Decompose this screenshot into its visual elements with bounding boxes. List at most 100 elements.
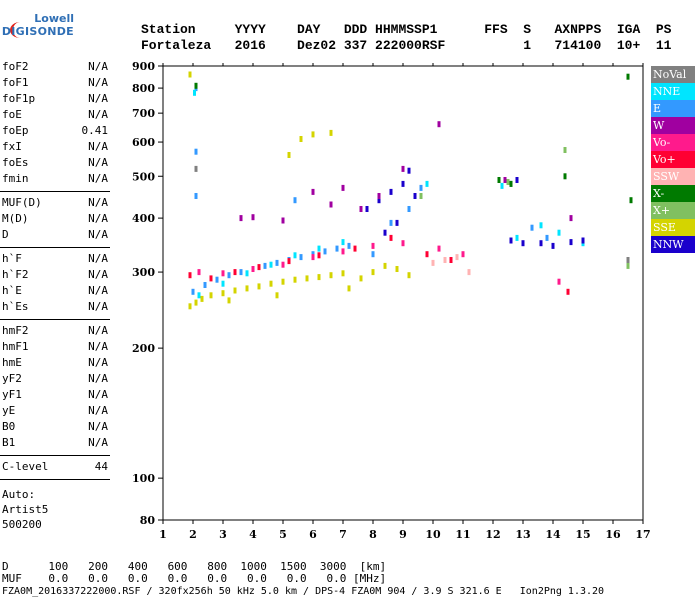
data-point	[335, 245, 339, 252]
series-x	[419, 147, 630, 269]
legend-item-vo: Vo-	[651, 134, 695, 151]
data-point	[407, 272, 411, 279]
panel-separator	[0, 247, 110, 248]
data-point	[188, 71, 192, 78]
param-name: foF1p	[2, 92, 36, 105]
param-name: yF2	[2, 372, 22, 385]
param-row-hmf2: hmF2 N/A	[2, 324, 108, 340]
data-point	[305, 275, 309, 282]
data-point	[329, 129, 333, 136]
param-name: D	[2, 228, 9, 241]
x-tick-label: 4	[249, 528, 257, 541]
data-point	[557, 278, 561, 285]
header-label-text: Station YYYY DAY DDD HHMMSSP1 FFS S AXNP…	[141, 22, 672, 37]
x-tick-label: 2	[189, 528, 197, 541]
data-point	[341, 248, 345, 255]
data-point	[500, 182, 504, 189]
data-point	[455, 254, 459, 261]
x-tick-label: 17	[635, 528, 650, 541]
data-point	[563, 173, 567, 180]
data-point	[425, 251, 429, 258]
x-tick-label: 12	[485, 528, 500, 541]
footer-distance-row: D 100 200 400 600 800 1000 1500 3000 [km…	[2, 560, 386, 573]
data-point	[341, 239, 345, 246]
series-sse	[188, 71, 411, 310]
data-point	[581, 237, 585, 244]
data-point	[281, 278, 285, 285]
data-point	[383, 262, 387, 269]
footer-distance-text: D 100 200 400 600 800 1000 1500 3000 [km…	[2, 560, 387, 573]
param-value: N/A	[88, 140, 108, 153]
x-tick-label: 11	[455, 528, 470, 541]
data-point	[539, 222, 543, 229]
data-point	[311, 131, 315, 138]
param-row-he: h`E N/A	[2, 284, 108, 300]
data-point	[233, 287, 237, 294]
data-point	[245, 285, 249, 292]
data-point	[359, 206, 363, 212]
y-tick-label: 200	[132, 342, 155, 355]
data-point	[407, 206, 411, 212]
data-point	[329, 272, 333, 279]
param-value: N/A	[88, 92, 108, 105]
data-point	[530, 224, 534, 231]
param-row-fxi: fxI N/A	[2, 140, 108, 156]
data-point	[509, 180, 513, 187]
data-point	[203, 282, 207, 288]
data-point	[293, 197, 297, 204]
series-e	[191, 85, 549, 295]
data-point	[497, 177, 501, 183]
data-point	[194, 193, 198, 199]
param-name: yF1	[2, 388, 22, 401]
data-point	[395, 266, 399, 272]
data-point	[569, 239, 573, 246]
x-tick-label: 8	[369, 528, 377, 541]
logo-swoosh	[10, 22, 30, 38]
data-point	[239, 215, 243, 222]
param-row-fof2: foF2 N/A	[2, 60, 108, 76]
data-point	[269, 280, 273, 287]
data-point	[515, 234, 519, 241]
data-point	[401, 165, 405, 172]
param-value: N/A	[88, 388, 108, 401]
param-value: N/A	[88, 356, 108, 369]
data-point	[323, 248, 327, 255]
data-point	[401, 180, 405, 187]
data-point	[209, 275, 213, 282]
param-value: N/A	[88, 284, 108, 297]
param-value: N/A	[88, 300, 108, 313]
data-point	[194, 82, 198, 89]
data-point	[515, 177, 519, 183]
panel-separator	[0, 319, 110, 320]
data-point	[431, 259, 435, 266]
legend-item-vo: Vo+	[651, 151, 695, 168]
data-point	[506, 179, 510, 185]
x-tick-label: 10	[425, 528, 441, 541]
param-row-yf2: yF2 N/A	[2, 372, 108, 388]
data-point	[377, 193, 381, 199]
y-tick-label: 300	[132, 266, 155, 279]
data-point	[221, 280, 225, 287]
data-point	[293, 276, 297, 283]
data-point	[407, 167, 411, 174]
data-point	[467, 269, 471, 276]
param-name: B1	[2, 436, 16, 449]
param-row-b0: B0 N/A	[2, 420, 108, 436]
legend-item-sse: SSE	[651, 219, 695, 236]
x-tick-label: 16	[605, 528, 621, 541]
param-row-b1: B1 N/A	[2, 436, 108, 452]
data-point	[371, 269, 375, 276]
data-point	[257, 283, 261, 290]
param-name: h`F2	[2, 268, 29, 281]
param-value: N/A	[88, 252, 108, 265]
y-tick-label: 100	[132, 472, 155, 485]
header-values: Fortaleza 2016 Dez02 337 222000RSF 1 714…	[141, 38, 672, 53]
param-value: 44	[94, 460, 108, 473]
series-noval	[194, 165, 630, 263]
param-value: N/A	[88, 60, 108, 73]
data-point	[503, 177, 507, 183]
param-name: fmin	[2, 172, 29, 185]
data-point	[371, 242, 375, 249]
data-point	[191, 288, 195, 295]
data-point	[193, 89, 196, 96]
